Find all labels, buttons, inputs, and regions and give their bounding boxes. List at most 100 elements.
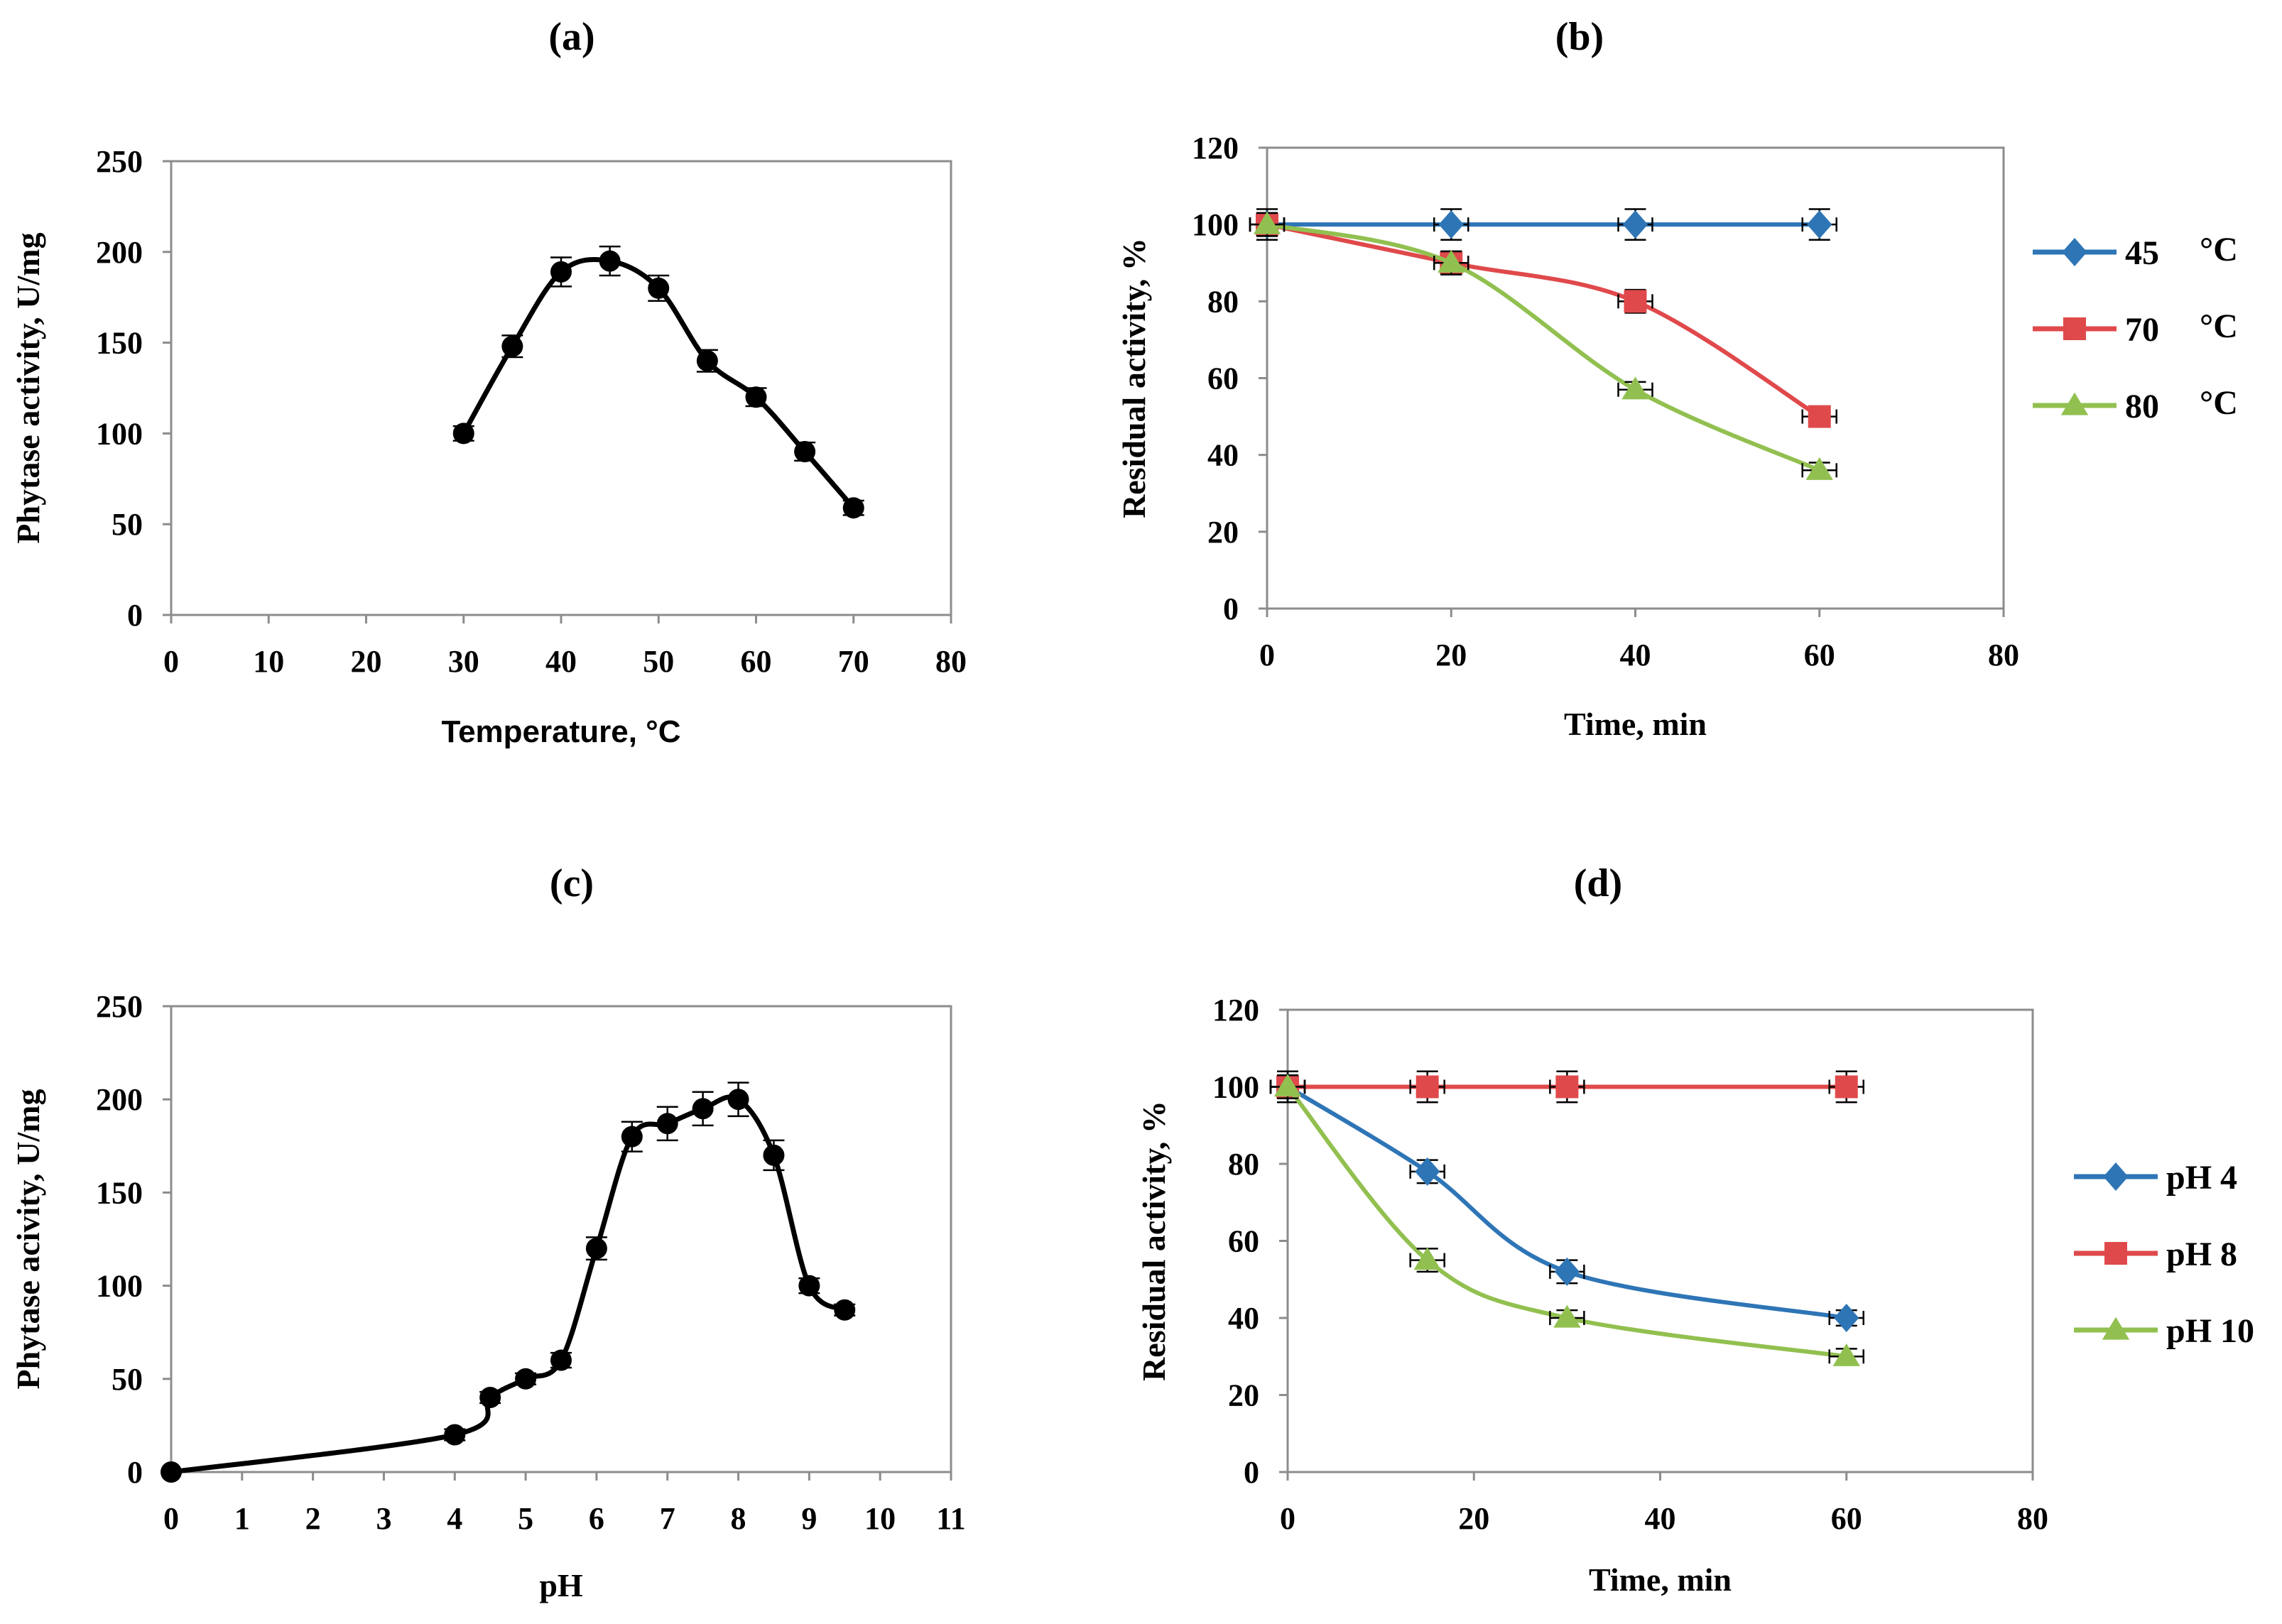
data-point — [550, 261, 572, 283]
data-point — [696, 350, 718, 372]
y-tick-label: 60 — [1207, 361, 1239, 396]
legend-label: pH 10 — [2166, 1312, 2254, 1350]
legend-marker — [2104, 1242, 2127, 1265]
data-point — [1807, 210, 1832, 239]
x-tick-label: 5 — [518, 1501, 533, 1536]
legend-marker — [2062, 238, 2087, 266]
y-tick-label: 80 — [1207, 284, 1239, 319]
x-axis-title-a: Temperature, °C — [441, 714, 680, 749]
series-line — [1286, 1085, 1847, 1359]
x-tick-label: 9 — [801, 1501, 817, 1536]
y-tick-label: 250 — [96, 989, 143, 1024]
data-point — [1438, 210, 1464, 239]
x-tick-label: 0 — [1280, 1501, 1295, 1536]
y-tick-label: 0 — [1223, 592, 1239, 626]
series-b-2 — [1249, 211, 1837, 480]
chart-c: (c) 0 1 2 3 4 5 6 7 8 9 10 11 0 50 100 150 200 250 pH Phytas… — [10, 861, 966, 1603]
chart-d: (d) 0 20 40 60 80 0 20 40 60 80 100 120 Time, min Resi… — [1136, 861, 2254, 1598]
x-tick-label: 7 — [660, 1501, 675, 1536]
y-tick-label: 100 — [96, 416, 143, 451]
y-tick-label: 200 — [96, 235, 143, 270]
legend-unit: °C — [2200, 307, 2238, 345]
y-tick-label: 0 — [127, 598, 143, 633]
y-tick-label: 100 — [96, 1269, 143, 1304]
data-point — [1438, 249, 1465, 273]
data-point — [1253, 211, 1281, 234]
x-tick-label: 1 — [234, 1501, 250, 1536]
series-line — [1266, 222, 1821, 419]
x-tick-label: 6 — [589, 1501, 604, 1536]
y-tick-label: 40 — [1207, 438, 1239, 473]
y-axis-title-b: Residual activity, % — [1116, 238, 1152, 518]
legend-marker — [2060, 392, 2089, 415]
y-tick-label: 200 — [96, 1082, 143, 1117]
x-tick-label: 0 — [1259, 638, 1275, 672]
x-tick-label: 10 — [253, 644, 284, 679]
data-point — [599, 250, 621, 272]
data-point — [1622, 210, 1648, 239]
x-tick-label: 80 — [1988, 638, 2019, 672]
legend-marker — [2102, 1317, 2130, 1340]
series-d-0 — [1269, 1072, 1864, 1332]
data-point — [585, 1238, 607, 1260]
x-tick-label: 40 — [1620, 638, 1651, 672]
panel-label-b: (b) — [1555, 15, 1604, 59]
data-point — [1273, 1074, 1302, 1097]
x-tick-label: 0 — [163, 1501, 179, 1536]
data-point — [1834, 1304, 1859, 1332]
panel-label-c: (c) — [550, 861, 594, 905]
legend-marker — [2103, 1162, 2129, 1191]
panel-label-a: (a) — [548, 15, 594, 59]
x-tick-label: 10 — [864, 1501, 896, 1536]
data-point — [1624, 290, 1647, 313]
data-point — [479, 1387, 501, 1409]
data-point — [161, 1461, 182, 1483]
x-tick-label: 8 — [731, 1501, 746, 1536]
y-tick-label: 250 — [96, 144, 143, 179]
data-point — [656, 1113, 678, 1135]
x-tick-label: 11 — [936, 1501, 966, 1536]
x-tick-label: 60 — [1831, 1501, 1862, 1536]
legend-unit: °C — [2200, 384, 2238, 422]
data-point — [1416, 1075, 1439, 1099]
legend-label: 80 — [2125, 388, 2159, 425]
legend-label: pH 8 — [2166, 1236, 2237, 1273]
data-point — [842, 497, 864, 519]
data-point — [1415, 1157, 1440, 1186]
x-tick-label: 4 — [447, 1501, 462, 1536]
data-point — [621, 1126, 643, 1148]
series-d-1 — [1269, 1070, 1864, 1103]
series-line — [1266, 222, 1820, 473]
chart-b: (b) 0 20 40 60 80 0 20 40 60 80 100 120 Time, min Resi… — [1116, 15, 2238, 742]
x-tick-label: 20 — [1435, 638, 1467, 672]
legend-unit: °C — [2200, 231, 2238, 268]
x-tick-label: 20 — [1458, 1501, 1489, 1536]
data-point — [501, 335, 523, 357]
y-tick-label: 150 — [96, 326, 143, 361]
legend-b: 45 °C 70 °C 80 °C — [2033, 231, 2238, 425]
y-tick-label: 100 — [1212, 1070, 1259, 1105]
x-tick-label: 40 — [1645, 1501, 1676, 1536]
data-point — [834, 1299, 856, 1321]
x-tick-label: 80 — [2017, 1501, 2048, 1536]
data-point — [1832, 1343, 1860, 1366]
data-point — [550, 1349, 572, 1371]
chart-a: (a) 0 10 20 30 40 50 60 70 80 0 50 100 150 200 250 Tempe… — [10, 15, 967, 749]
y-tick-label: 50 — [112, 1362, 143, 1397]
y-tick-label: 150 — [96, 1175, 143, 1210]
x-tick-label: 20 — [351, 644, 382, 679]
x-tick-label: 60 — [741, 644, 772, 679]
y-tick-label: 0 — [1244, 1455, 1259, 1490]
series-a-0 — [452, 245, 864, 519]
x-tick-label: 3 — [376, 1501, 391, 1536]
data-point — [1808, 405, 1831, 428]
x-axis-title-b: Time, min — [1564, 706, 1707, 742]
series-line — [170, 1094, 847, 1475]
y-tick-label: 80 — [1228, 1147, 1259, 1182]
series-b-1 — [1249, 212, 1837, 428]
panel-label-d: (d) — [1574, 861, 1622, 905]
y-tick-label: 40 — [1228, 1301, 1259, 1336]
legend-label: pH 4 — [2166, 1159, 2237, 1197]
series-b-0 — [1249, 208, 1837, 241]
data-point — [1553, 1304, 1581, 1328]
